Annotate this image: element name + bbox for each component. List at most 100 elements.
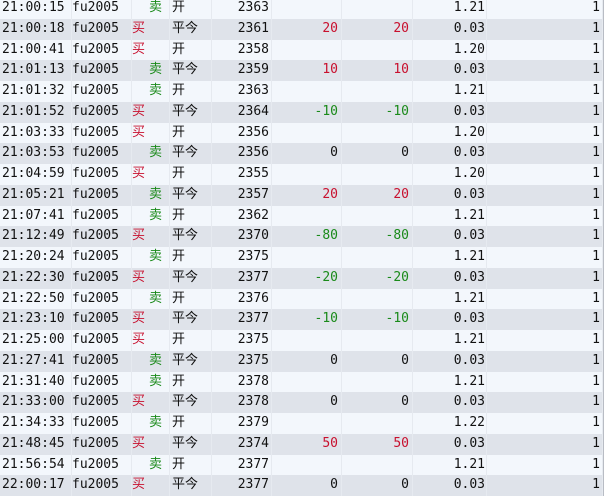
trade-price: 2357: [237, 186, 269, 202]
table-row[interactable]: 21:01:13 fu2005 卖平今 2359 10 10 0.03 1: [0, 60, 603, 81]
table-row[interactable]: 22:00:17 fu2005 买 平今 2377 0 0 0.03 1: [0, 475, 603, 496]
trade-volume: 1: [592, 207, 600, 223]
open-close-flag: 平今: [172, 228, 199, 244]
table-row[interactable]: 21:31:40 fu2005 卖开 2378 1.21 1: [0, 371, 603, 393]
trade-price: 2358: [237, 41, 269, 57]
trade-volume-cell: 1: [487, 454, 603, 476]
trade-volume-cell: 1: [487, 39, 603, 61]
table-row[interactable]: 21:07:41 fu2005 卖开 2362 1.21 1: [0, 205, 603, 227]
table-row[interactable]: 21:04:59 fu2005 买 开 2355 1.20 1: [0, 164, 603, 185]
trade-side-cell: 卖: [132, 288, 170, 310]
table-row[interactable]: 21:34:33 fu2005 卖开 2379 1.22 1: [0, 413, 603, 434]
trade-price: 2361: [237, 20, 269, 36]
contract-symbol: fu2005: [72, 290, 119, 306]
table-row[interactable]: 21:12:49 fu2005 买 平今 2370 -80 -80 0.03 1: [0, 226, 603, 247]
trade-time: 21:00:18: [2, 20, 65, 36]
trade-time: 21:23:10: [2, 311, 65, 327]
trade-time-cell: 21:22:30: [2, 267, 72, 289]
close-profit-cell: [272, 122, 342, 144]
trade-time-cell: 21:34:33: [2, 413, 72, 434]
table-row[interactable]: 21:00:15 fu2005 卖开 2363 1.21 1: [0, 0, 603, 19]
trade-volume-cell: 1: [487, 267, 603, 289]
trade-volume: 1: [592, 311, 600, 327]
table-row[interactable]: 21:33:00 fu2005 买 平今 2378 0 0 0.03 1: [0, 392, 603, 413]
trade-side-cell: 买: [132, 18, 170, 40]
table-row[interactable]: 21:00:41 fu2005 买 开 2358 1.20 1: [0, 39, 603, 61]
table-row[interactable]: 21:23:10 fu2005 买 平今 2377 -10 -10 0.03 1: [0, 309, 603, 330]
trade-price-cell: 2377: [212, 267, 272, 289]
table-row[interactable]: 21:01:52 fu2005 买 平今 2364 -10 -10 0.03 1: [0, 101, 603, 123]
table-row[interactable]: 21:01:32 fu2005 卖开 2363 1.21 1: [0, 81, 603, 102]
contract-symbol: fu2005: [72, 124, 119, 140]
table-row[interactable]: 21:22:30 fu2005 买 平今 2377 -20 -20 0.03 1: [0, 267, 603, 289]
table-row[interactable]: 21:05:21 fu2005 卖平今 2357 20 20 0.03 1: [0, 184, 603, 206]
trade-price: 2377: [237, 311, 269, 327]
open-close-flag: 平今: [172, 186, 199, 202]
close-profit: 0: [330, 394, 338, 410]
contract-symbol: fu2005: [72, 394, 119, 410]
close-profit-cell: -10: [272, 101, 342, 123]
close-profit-cell: 0: [272, 475, 342, 496]
open-close-flag: 开: [172, 456, 186, 472]
open-close-flag: 开: [172, 415, 186, 430]
trade-price: 2356: [237, 124, 269, 140]
trade-side: 买: [132, 41, 146, 57]
contract-symbol: fu2005: [72, 62, 119, 78]
trade-side: 买: [132, 166, 146, 181]
table-row[interactable]: 21:22:50 fu2005 卖开 2376 1.21 1: [0, 288, 603, 310]
close-profit-cell: [272, 164, 342, 185]
table-row[interactable]: 21:20:24 fu2005 卖开 2375 1.21 1: [0, 247, 603, 268]
table-row[interactable]: 21:25:00 fu2005 买 开 2375 1.21 1: [0, 330, 603, 351]
table-row[interactable]: 21:48:45 fu2005 买 平今 2374 50 50 0.03 1: [0, 433, 603, 455]
contract-symbol: fu2005: [72, 249, 119, 264]
close-profit-by-trade: 0: [401, 394, 409, 410]
commission-cell: 0.03: [413, 350, 487, 372]
trade-time: 21:07:41: [2, 207, 65, 223]
trade-time-cell: 21:01:13: [2, 60, 72, 81]
trade-side: 买: [132, 394, 146, 410]
contract-symbol-cell: fu2005: [72, 226, 132, 247]
contract-symbol: fu2005: [72, 186, 119, 202]
close-profit-by-trade: 20: [393, 186, 409, 202]
trade-volume-cell: 1: [487, 164, 603, 185]
trade-volume-cell: 1: [487, 60, 603, 81]
contract-symbol-cell: fu2005: [72, 350, 132, 372]
close-profit: -80: [314, 228, 338, 244]
open-close-flag: 平今: [172, 311, 199, 327]
trade-volume-cell: 1: [487, 392, 603, 413]
contract-symbol-cell: fu2005: [72, 392, 132, 413]
trade-side-cell: 买: [132, 267, 170, 289]
trade-price-cell: 2377: [212, 475, 272, 496]
trade-time: 21:01:13: [2, 62, 65, 78]
trade-price: 2379: [237, 415, 269, 430]
close-profit: 0: [330, 145, 338, 161]
trade-price-cell: 2359: [212, 60, 272, 81]
commission-cell: 1.21: [413, 330, 487, 351]
close-profit-cell: [272, 454, 342, 476]
close-profit-cell: [272, 413, 342, 434]
close-profit-by-trade-cell: 50: [342, 433, 413, 455]
trade-time-cell: 21:22:50: [2, 288, 72, 310]
close-profit-by-trade: 0: [401, 477, 409, 493]
trade-time-cell: 21:48:45: [2, 433, 72, 455]
trade-side: 卖: [149, 415, 163, 430]
close-profit-by-trade-cell: [342, 122, 413, 144]
contract-symbol-cell: fu2005: [72, 288, 132, 310]
table-row[interactable]: 21:27:41 fu2005 卖平今 2375 0 0 0.03 1: [0, 350, 603, 372]
commission: 1.21: [453, 373, 485, 389]
table-row[interactable]: 21:03:33 fu2005 买 开 2356 1.20 1: [0, 122, 603, 144]
trade-volume-cell: 1: [487, 330, 603, 351]
trade-price: 2362: [237, 207, 269, 223]
commission: 1.21: [453, 456, 485, 472]
trade-price-cell: 2376: [212, 288, 272, 310]
contract-symbol: fu2005: [72, 103, 119, 119]
trade-time: 21:12:49: [2, 228, 65, 244]
table-row[interactable]: 21:56:54 fu2005 卖开 2377 1.21 1: [0, 454, 603, 476]
table-row[interactable]: 21:03:53 fu2005 卖平今 2356 0 0 0.03 1: [0, 143, 603, 164]
commission-cell: 1.22: [413, 413, 487, 434]
close-profit-cell: 0: [272, 143, 342, 164]
contract-symbol: fu2005: [72, 20, 119, 36]
open-close-flag: 平今: [172, 103, 199, 119]
trade-price-cell: 2378: [212, 392, 272, 413]
table-row[interactable]: 21:00:18 fu2005 买 平今 2361 20 20 0.03 1: [0, 18, 603, 40]
